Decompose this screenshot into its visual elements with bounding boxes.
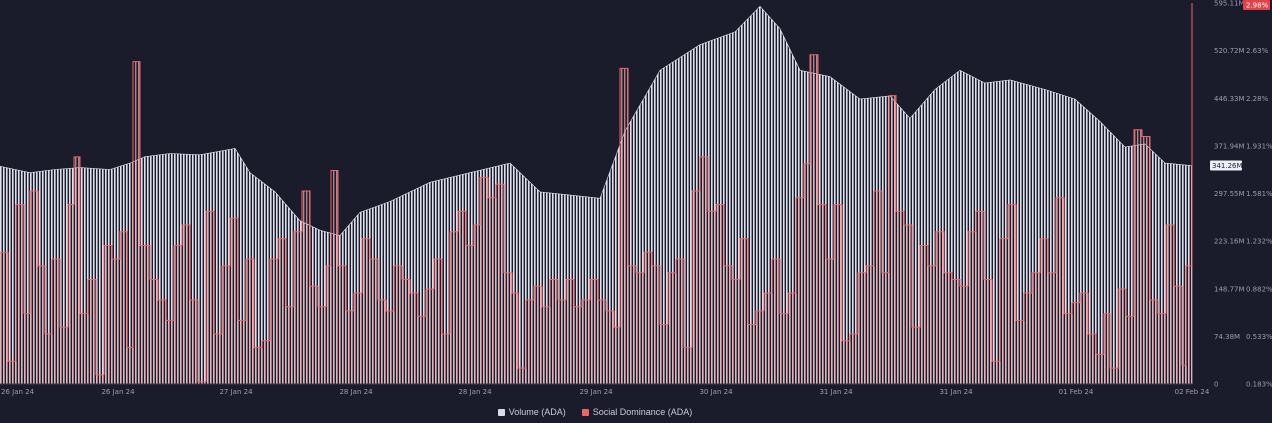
y-left-tick-label: 297.55M: [1214, 190, 1245, 198]
y-right-tick-label: 2.63%: [1246, 47, 1269, 55]
y-right-tick-label: 1.232%: [1246, 238, 1272, 246]
current-volume-badge: [1210, 160, 1242, 171]
current-volume-label: 341.26M: [1212, 162, 1243, 170]
x-tick-label: 27 Jan 24: [219, 388, 253, 396]
social-dominance-swatch-icon: [581, 408, 589, 416]
x-tick-label: 31 Jan 24: [939, 388, 973, 396]
y-left-tick-label: 74.38M: [1214, 333, 1240, 341]
y-right-tick-label: 1.581%: [1246, 190, 1272, 198]
y-left-tick-label: 595.11M: [1214, 0, 1245, 8]
x-tick-label: 26 Jan 24: [101, 388, 135, 396]
legend-item-volume[interactable]: Volume (ADA): [497, 407, 566, 417]
x-tick-label: 28 Jan 24: [458, 388, 492, 396]
current-dominance-label: 2.98%: [1246, 2, 1269, 10]
x-tick-label: 30 Jan 24: [699, 388, 733, 396]
axes: 595.11M 520.72M 446.33M 371.94M 297.55M 223.1…: [0, 0, 1272, 396]
y-right-tick-label: 0.882%: [1246, 285, 1272, 293]
current-dominance-badge: [1243, 0, 1270, 10]
legend-item-social-dominance[interactable]: Social Dominance (ADA): [581, 407, 693, 417]
legend-label-social-dominance: Social Dominance (ADA): [592, 407, 693, 417]
plot-area: [0, 3, 1193, 385]
x-tick-label: 28 Jan 24: [339, 388, 373, 396]
y-left-tick-label: 0: [1214, 381, 1218, 389]
y-left-tick-label: 446.33M: [1214, 95, 1245, 103]
social-dominance-series-fill: [0, 3, 1192, 384]
y-left-tick-label: 148.77M: [1214, 285, 1245, 293]
social-dominance-series-line: [0, 3, 1193, 383]
y-right-tick-label: 0.183%: [1246, 381, 1272, 389]
volume-swatch-icon: [497, 408, 505, 416]
y-left-tick-label: 223.16M: [1214, 238, 1245, 246]
x-tick-label: 02 Feb 24: [1175, 388, 1210, 396]
x-tick-label: 26 Jan 24: [1, 388, 35, 396]
y-right-tick-label: 0.533%: [1246, 333, 1272, 341]
legend: Volume (ADA) Social Dominance (ADA): [0, 407, 1190, 417]
y-left-tick-label: 520.72M: [1214, 47, 1245, 55]
x-tick-label: 29 Jan 24: [579, 388, 613, 396]
legend-label-volume: Volume (ADA): [508, 407, 566, 417]
x-tick-label: 31 Jan 24: [819, 388, 853, 396]
y-left-tick-label: 371.94M: [1214, 142, 1245, 150]
x-tick-label: 01 Feb 24: [1059, 388, 1094, 396]
y-right-tick-label: 2.28%: [1246, 95, 1269, 103]
y-right-tick-label: 1.931%: [1246, 142, 1272, 150]
